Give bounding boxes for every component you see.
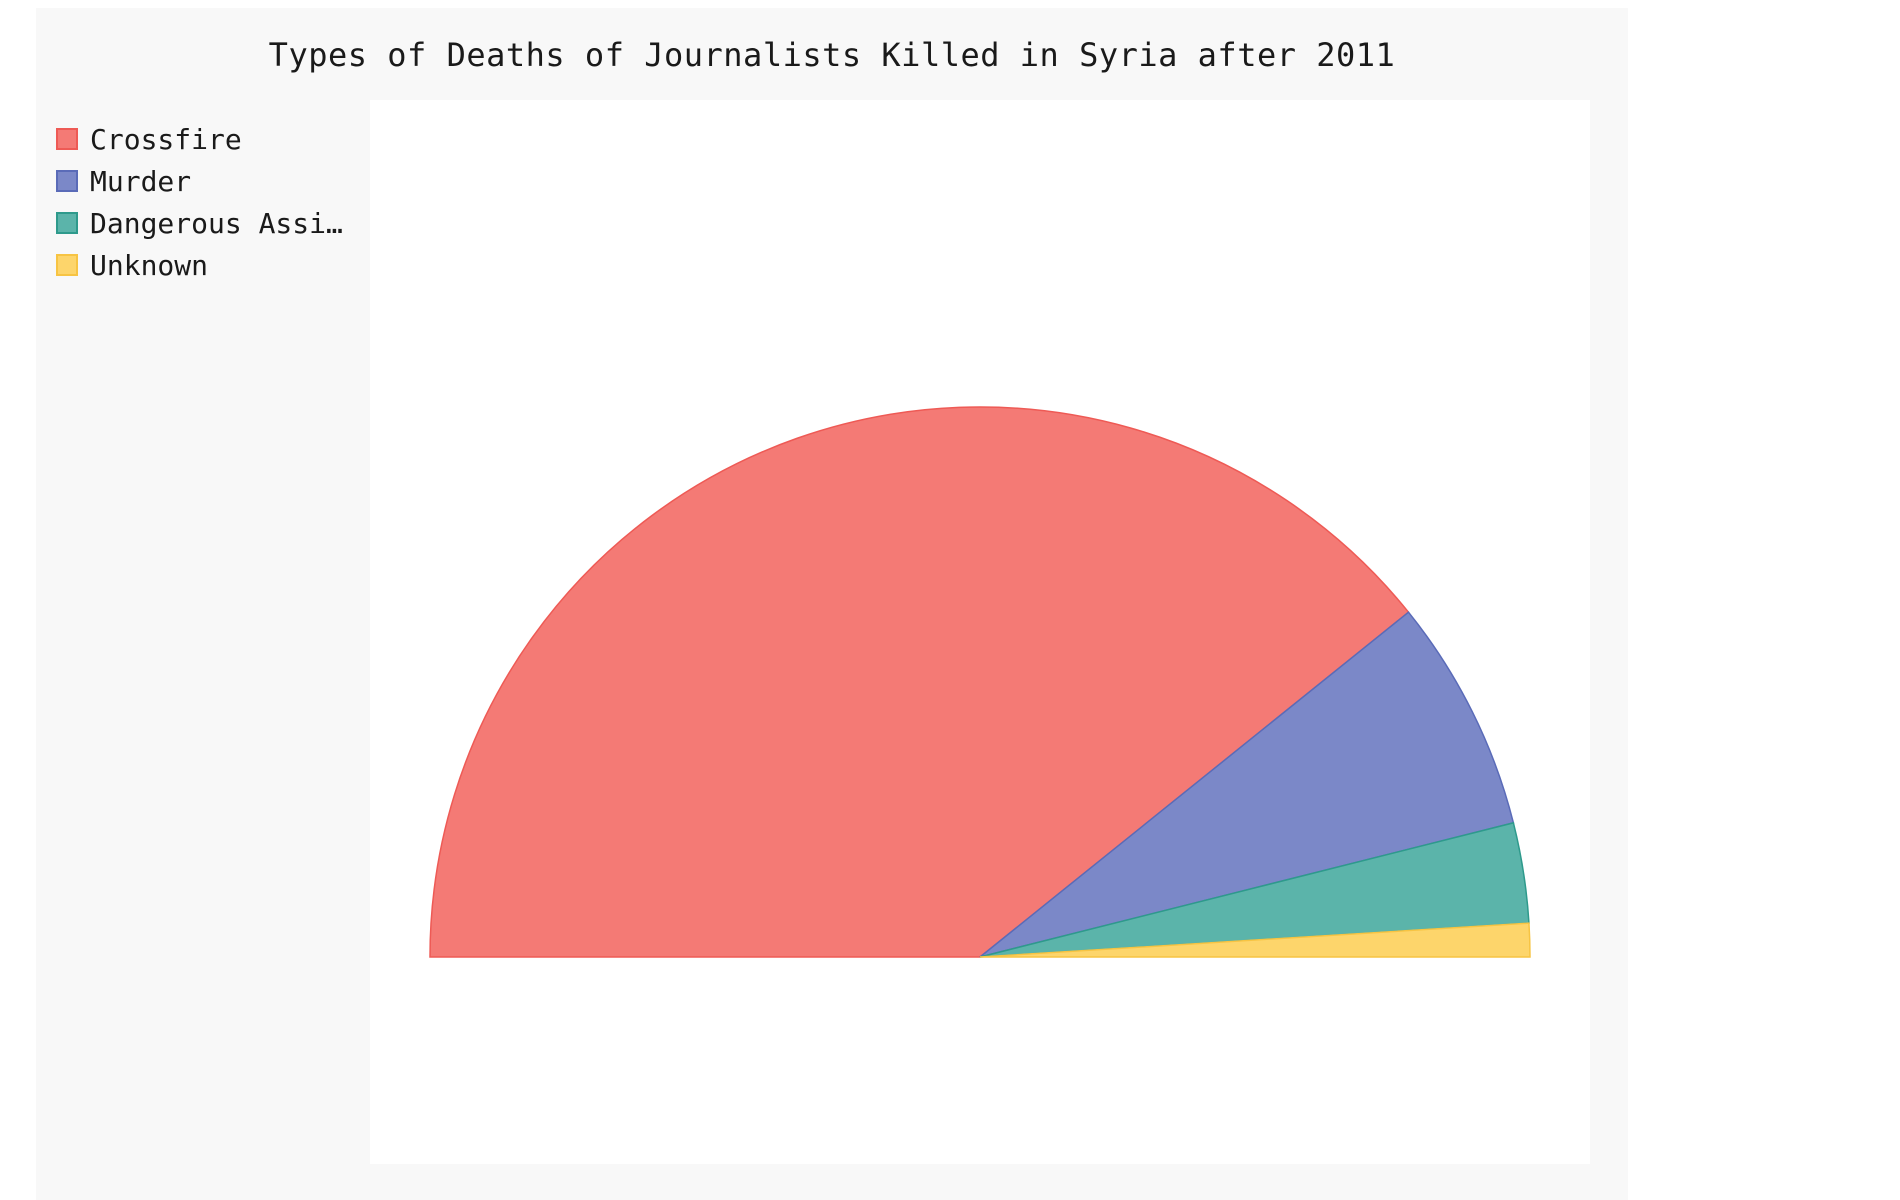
pie-slice-murder[interactable] xyxy=(979,611,1515,958)
legend-label: Murder xyxy=(90,164,192,198)
plot-area xyxy=(370,100,1590,1164)
legend-swatch-murder xyxy=(56,170,78,192)
pie-slice-unknown[interactable] xyxy=(979,922,1531,958)
legend-swatch-unknown xyxy=(56,254,78,276)
legend-label: Unknown xyxy=(90,248,209,282)
chart-card: Types of Deaths of Journalists Killed in… xyxy=(36,8,1628,1200)
chart-title: Types of Deaths of Journalists Killed in… xyxy=(268,36,1396,74)
legend-swatch-crossfire xyxy=(56,128,78,150)
legend-label: Crossfire xyxy=(90,122,242,156)
half-pie-chart xyxy=(429,406,1531,958)
legend-item-dangerous-assignment[interactable]: Dangerous Assi… xyxy=(56,202,376,244)
legend-item-crossfire[interactable]: Crossfire xyxy=(56,118,376,160)
legend-item-unknown[interactable]: Unknown xyxy=(56,244,376,286)
legend-label: Dangerous Assi… xyxy=(90,206,343,240)
legend-item-murder[interactable]: Murder xyxy=(56,160,376,202)
legend-swatch-dangerous-assignment xyxy=(56,212,78,234)
legend: Crossfire Murder Dangerous Assi… Unknown xyxy=(56,118,376,286)
pie-slice-crossfire[interactable] xyxy=(429,406,1410,958)
